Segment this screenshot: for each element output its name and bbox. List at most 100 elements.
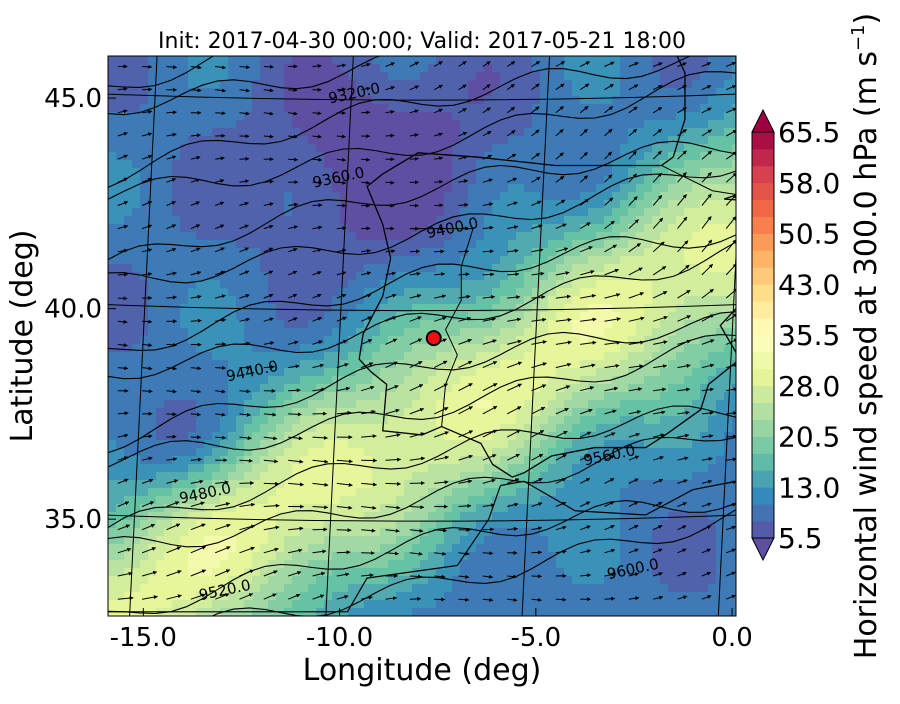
- wind-speed-cell: [452, 496, 461, 505]
- wind-speed-cell: [204, 112, 213, 121]
- wind-speed-cell: [508, 464, 517, 473]
- wind-speed-cell: [196, 312, 205, 321]
- wind-speed-cell: [684, 240, 693, 249]
- wind-speed-cell: [332, 376, 341, 385]
- wind-speed-cell: [596, 176, 605, 185]
- wind-speed-cell: [204, 528, 213, 537]
- wind-speed-cell: [436, 528, 445, 537]
- wind-speed-cell: [716, 328, 725, 337]
- wind-speed-cell: [292, 336, 301, 345]
- wind-speed-cell: [220, 448, 229, 457]
- wind-speed-cell: [684, 272, 693, 281]
- wind-speed-cell: [324, 72, 333, 81]
- wind-speed-cell: [516, 400, 525, 409]
- wind-speed-cell: [444, 168, 453, 177]
- wind-speed-cell: [108, 496, 117, 505]
- wind-speed-cell: [172, 56, 181, 65]
- wind-speed-cell: [276, 440, 285, 449]
- wind-speed-cell: [460, 472, 469, 481]
- wind-speed-cell: [732, 96, 736, 105]
- wind-speed-cell: [132, 88, 141, 97]
- wind-speed-cell: [604, 504, 613, 513]
- wind-speed-cell: [628, 320, 637, 329]
- wind-speed-cell: [268, 96, 277, 105]
- wind-speed-cell: [660, 552, 669, 561]
- wind-speed-cell: [420, 184, 429, 193]
- wind-speed-cell: [708, 64, 717, 73]
- wind-speed-cell: [420, 536, 429, 545]
- wind-speed-cell: [684, 216, 693, 225]
- wind-speed-cell: [668, 136, 677, 145]
- wind-speed-cell: [332, 200, 341, 209]
- wind-speed-cell: [260, 320, 269, 329]
- wind-speed-cell: [124, 392, 133, 401]
- wind-speed-cell: [484, 144, 493, 153]
- wind-speed-cell: [652, 440, 661, 449]
- wind-speed-cell: [644, 200, 653, 209]
- wind-speed-cell: [364, 272, 373, 281]
- wind-speed-cell: [516, 344, 525, 353]
- wind-speed-cell: [572, 136, 581, 145]
- wind-speed-cell: [108, 536, 117, 545]
- wind-speed-cell: [532, 400, 541, 409]
- wind-speed-cell: [724, 512, 733, 521]
- wind-speed-cell: [420, 424, 429, 433]
- wind-speed-cell: [676, 208, 685, 217]
- wind-speed-cell: [700, 440, 709, 449]
- wind-speed-cell: [140, 336, 149, 345]
- wind-speed-cell: [484, 232, 493, 241]
- wind-speed-cell: [692, 336, 701, 345]
- wind-speed-cell: [188, 304, 197, 313]
- wind-speed-cell: [236, 552, 245, 561]
- wind-speed-cell: [236, 240, 245, 249]
- wind-speed-cell: [412, 432, 421, 441]
- wind-speed-cell: [508, 184, 517, 193]
- wind-speed-cell: [204, 80, 213, 89]
- wind-speed-cell: [588, 208, 597, 217]
- wind-speed-cell: [500, 200, 509, 209]
- wind-speed-cell: [372, 160, 381, 169]
- wind-speed-cell: [356, 176, 365, 185]
- wind-speed-cell: [620, 352, 629, 361]
- wind-speed-cell: [508, 232, 517, 241]
- wind-speed-cell: [172, 280, 181, 289]
- wind-speed-cell: [188, 376, 197, 385]
- wind-speed-cell: [412, 120, 421, 129]
- wind-speed-cell: [500, 232, 509, 241]
- wind-speed-cell: [532, 392, 541, 401]
- wind-speed-cell: [556, 184, 565, 193]
- wind-speed-cell: [324, 328, 333, 337]
- wind-speed-cell: [244, 104, 253, 113]
- wind-speed-cell: [132, 136, 141, 145]
- wind-speed-cell: [324, 488, 333, 497]
- wind-speed-cell: [460, 232, 469, 241]
- wind-speed-cell: [708, 344, 717, 353]
- wind-speed-cell: [668, 240, 677, 249]
- wind-speed-cell: [676, 192, 685, 201]
- wind-speed-cell: [516, 192, 525, 201]
- wind-speed-cell: [356, 376, 365, 385]
- wind-speed-cell: [596, 264, 605, 273]
- wind-speed-cell: [596, 552, 605, 561]
- wind-speed-cell: [692, 232, 701, 241]
- wind-speed-cell: [596, 248, 605, 257]
- wind-speed-cell: [548, 208, 557, 217]
- wind-speed-cell: [276, 96, 285, 105]
- wind-speed-cell: [708, 264, 717, 273]
- wind-speed-cell: [356, 320, 365, 329]
- wind-speed-cell: [396, 344, 405, 353]
- wind-speed-cell: [260, 56, 269, 65]
- wind-speed-cell: [116, 296, 125, 305]
- wind-speed-cell: [412, 192, 421, 201]
- wind-speed-cell: [660, 544, 669, 553]
- wind-speed-cell: [180, 264, 189, 273]
- wind-speed-cell: [292, 400, 301, 409]
- wind-speed-cell: [228, 536, 237, 545]
- wind-speed-cell: [244, 208, 253, 217]
- wind-speed-cell: [652, 408, 661, 417]
- wind-speed-cell: [140, 208, 149, 217]
- wind-speed-cell: [316, 504, 325, 513]
- wind-speed-cell: [268, 240, 277, 249]
- wind-speed-cell: [188, 288, 197, 297]
- wind-speed-cell: [292, 408, 301, 417]
